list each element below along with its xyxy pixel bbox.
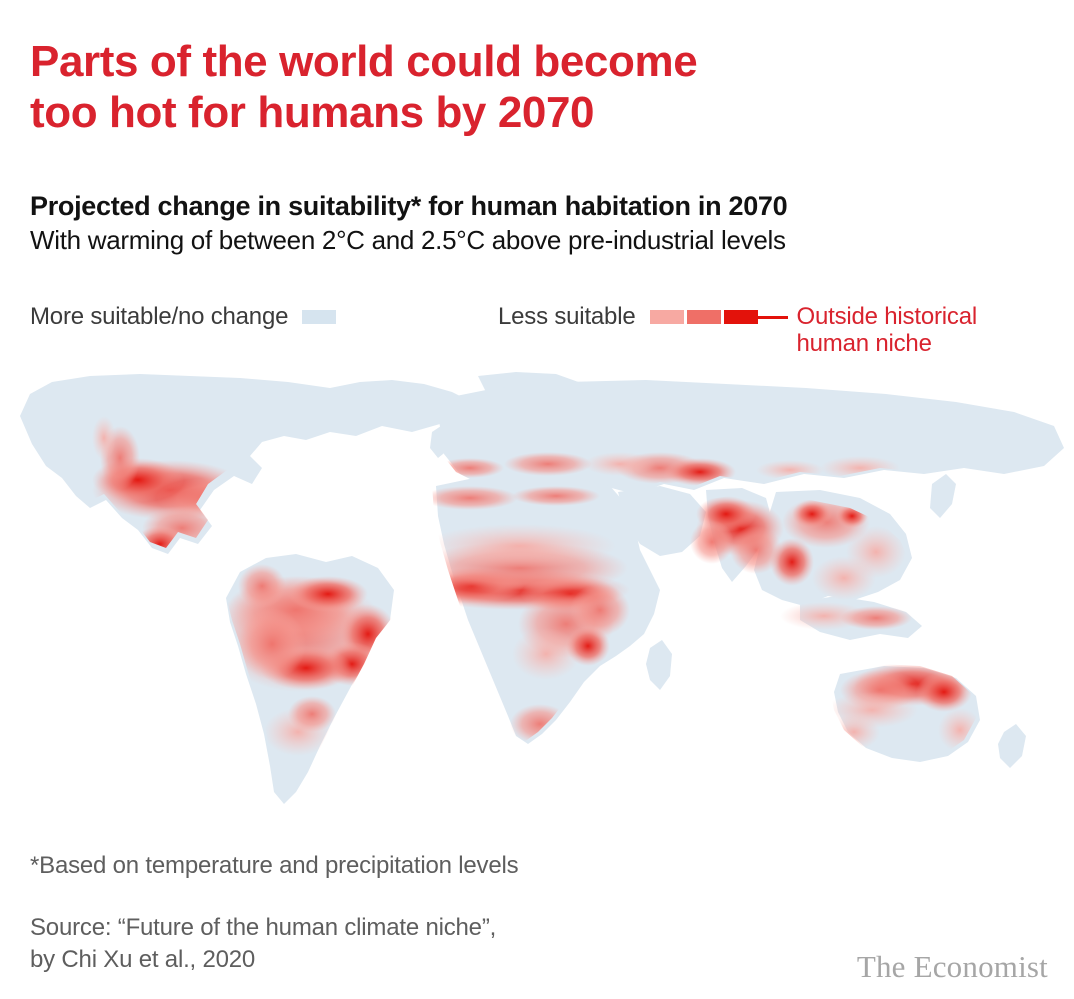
land-british-isles [430, 424, 452, 458]
world-map [0, 372, 1074, 834]
legend-swatch-less-1 [649, 310, 684, 324]
legend-niche-label: Outside historical human niche [796, 303, 978, 358]
legend-less-suitable: Less suitable Outside historical human n… [498, 303, 977, 358]
legend-niche-line-2: human niche [796, 330, 932, 358]
legend: More suitable/no change Less suitable Ou… [30, 300, 1060, 370]
source-line-2: by Chi Xu et al., 2020 [30, 945, 256, 973]
headline-line-1: Parts of the world could become [30, 37, 698, 87]
subtitle-block: Projected change in suitability* for hum… [30, 190, 1060, 257]
legend-more-suitable: More suitable/no change [30, 303, 337, 331]
legend-swatch-less-3 [723, 310, 758, 324]
heat-africa [432, 486, 630, 742]
land-new-zealand [998, 724, 1026, 768]
legend-connector-line [757, 315, 788, 319]
subtitle-sub: With warming of between 2°C and 2.5°C ab… [30, 224, 786, 255]
legend-swatch-less-2 [686, 310, 721, 324]
legend-swatch-more-suitable [302, 310, 337, 324]
heat-indonesia [780, 602, 912, 630]
legend-color-ramp [649, 310, 788, 324]
world-map-svg [20, 372, 1064, 804]
source-note: Source: “Future of the human climate nic… [30, 912, 496, 975]
legend-niche-line-1: Outside historical [796, 303, 978, 330]
source-line-1: Source: “Future of the human climate nic… [30, 914, 497, 941]
legend-less-suitable-label: Less suitable [498, 303, 636, 330]
footnote: *Based on temperature and precipitation … [30, 852, 519, 879]
legend-more-suitable-label: More suitable/no change [30, 303, 289, 330]
heat-southeast-asia [690, 496, 906, 600]
land-arabia [618, 486, 706, 556]
page-title: Parts of the world could become too hot … [30, 37, 930, 138]
land-japan [930, 474, 956, 518]
land-madagascar [646, 640, 672, 690]
subtitle-main: Projected change in suitability* for hum… [30, 191, 788, 221]
economist-logo: The Economist [856, 949, 1048, 984]
headline-line-2: too hot for humans by 2070 [30, 88, 595, 138]
land-north-america [20, 374, 488, 554]
